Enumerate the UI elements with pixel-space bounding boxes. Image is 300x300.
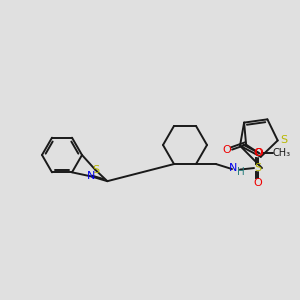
Text: S: S xyxy=(280,136,287,146)
Text: H: H xyxy=(237,167,245,177)
Text: O: O xyxy=(254,178,262,188)
Text: N: N xyxy=(229,163,237,173)
Text: O: O xyxy=(254,148,262,158)
Text: N: N xyxy=(86,172,95,182)
Text: O: O xyxy=(223,145,232,154)
Text: S: S xyxy=(92,165,99,175)
Text: O: O xyxy=(255,148,263,158)
Text: S: S xyxy=(254,163,262,173)
Text: CH₃: CH₃ xyxy=(272,148,290,158)
